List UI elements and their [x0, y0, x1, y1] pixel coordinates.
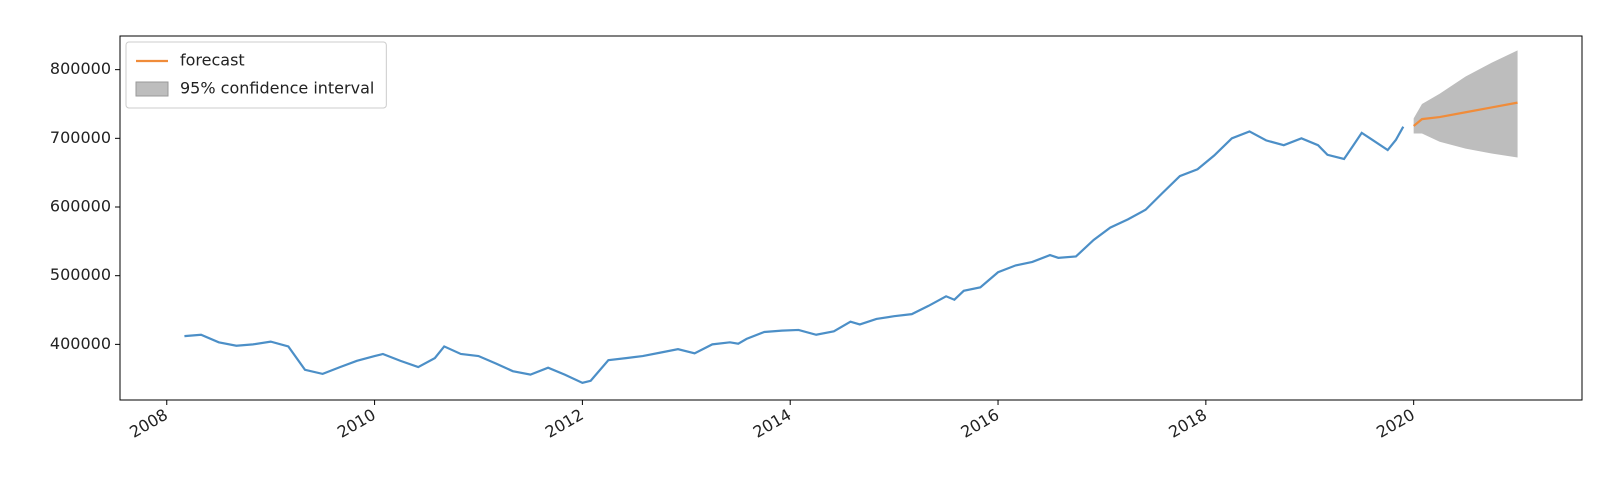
y-tick-label: 600000: [50, 197, 111, 216]
x-tick-label: 2016: [958, 405, 1003, 442]
x-tick-label: 2012: [542, 405, 587, 442]
legend-box: [125, 41, 387, 109]
confidence-band: [1413, 50, 1518, 158]
line: [184, 126, 1405, 384]
legend-label: 95% confidence interval: [180, 79, 374, 98]
legend-patch: [135, 81, 169, 97]
x-tick-label: 2020: [1373, 405, 1418, 442]
x-tick-label: 2014: [750, 405, 795, 442]
y-tick-label: 800000: [50, 59, 111, 78]
plot-frame: [119, 35, 1583, 401]
x-tick-label: 2018: [1165, 405, 1210, 442]
x-tick-label: 2010: [334, 405, 379, 442]
y-tick-label: 400000: [50, 334, 111, 353]
y-tick-label: 500000: [50, 265, 111, 284]
line: [1412, 101, 1518, 127]
x-tick-label: 2008: [126, 405, 171, 442]
legend-label: forecast: [180, 51, 245, 70]
y-tick-label: 700000: [50, 128, 111, 147]
